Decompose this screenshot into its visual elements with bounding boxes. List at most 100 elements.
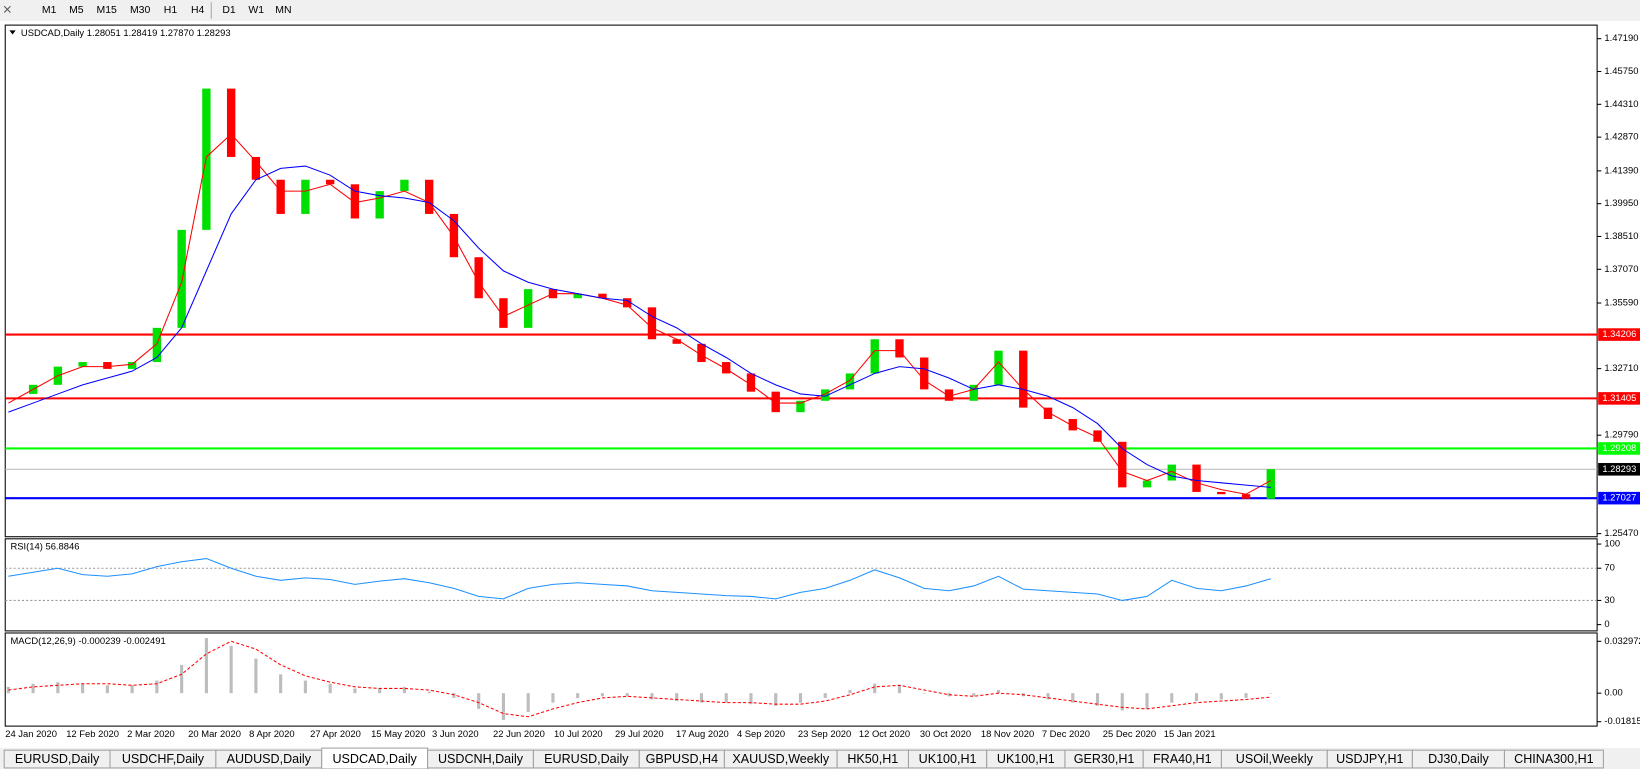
date-label: 18 Nov 2020	[981, 728, 1034, 739]
macd-bar	[81, 683, 85, 694]
candle	[920, 357, 929, 390]
candle	[895, 339, 904, 358]
macd-bar	[1219, 693, 1223, 700]
macd-bar	[650, 693, 654, 700]
tab-label[interactable]: DJ30,Daily	[1428, 752, 1489, 766]
candle	[1118, 441, 1127, 488]
timeframe-button[interactable]: H4	[191, 5, 205, 16]
candle	[103, 362, 112, 369]
candle	[796, 400, 805, 413]
tab-label[interactable]: UK100,H1	[919, 752, 977, 766]
tab-label[interactable]: XAUUSD,Weekly	[732, 752, 829, 766]
timeframe-button[interactable]: M1	[42, 5, 57, 16]
candle	[746, 373, 756, 392]
macd-bar	[501, 693, 506, 720]
macd-bar	[972, 693, 976, 697]
macd-bar	[378, 688, 382, 694]
tab-label[interactable]: USOil,Weekly	[1236, 752, 1314, 766]
candle	[647, 307, 657, 340]
macd-bar	[526, 693, 530, 713]
date-label: 2 Mar 2020	[127, 728, 175, 739]
tab-label[interactable]: GBPUSD,H4	[646, 752, 719, 766]
level-label: 1.34206	[1602, 328, 1636, 339]
candle	[524, 289, 533, 328]
candle	[845, 373, 855, 390]
date-label: 12 Feb 2020	[66, 728, 119, 739]
timeframe-button[interactable]: M5	[69, 5, 84, 16]
macd-bar	[303, 680, 307, 694]
toolbar	[0, 0, 1640, 21]
macd-bar	[279, 674, 283, 694]
tab-label[interactable]: USDCAD,Daily	[332, 752, 417, 766]
date-label: 10 Jul 2020	[554, 728, 603, 739]
tool-icon[interactable]	[3, 5, 11, 13]
timeframe-button[interactable]: D1	[222, 5, 236, 16]
candle	[177, 229, 186, 328]
macd-bar	[699, 693, 704, 703]
date-label: 24 Jan 2020	[5, 728, 57, 739]
macd-bar	[724, 693, 728, 703]
tab-label[interactable]: AUDUSD,Daily	[227, 752, 312, 766]
tab[interactable]	[1503, 749, 1604, 769]
macd-bar	[798, 693, 803, 703]
timeframe-button[interactable]: M30	[130, 5, 151, 16]
tab-label[interactable]: UK100,H1	[997, 752, 1055, 766]
y-tick-label: 1.42870	[1604, 131, 1638, 142]
tab-label[interactable]: USDCHF,Daily	[122, 752, 205, 766]
macd-bar	[6, 686, 10, 694]
macd-bar	[1145, 693, 1149, 709]
timeframe-button[interactable]: MN	[275, 5, 291, 16]
current-price-box	[1598, 463, 1640, 476]
macd-bar	[204, 638, 208, 694]
macd-bar	[328, 683, 332, 694]
tab-label[interactable]: EURUSD,Daily	[544, 752, 629, 766]
candle	[424, 179, 434, 214]
tab-label[interactable]: CHINA300,H1	[1514, 752, 1594, 766]
date-label: 30 Oct 2020	[920, 728, 971, 739]
candle	[325, 179, 335, 185]
date-label: 8 Apr 2020	[249, 728, 295, 739]
date-label: 4 Sep 2020	[737, 728, 785, 739]
macd-bar	[155, 680, 159, 694]
tab-label[interactable]: EURUSD,Daily	[15, 752, 100, 766]
macd-bar	[1071, 693, 1075, 703]
macd-bar	[229, 645, 233, 694]
candle	[226, 88, 236, 157]
date-label: 15 May 2020	[371, 728, 425, 739]
y-tick-label: 0.00	[1604, 687, 1622, 698]
candle	[449, 213, 459, 258]
level-label: 1.27027	[1602, 492, 1636, 503]
tab-label[interactable]: HK50,H1	[847, 752, 898, 766]
current-price-label: 1.28293	[1602, 463, 1636, 474]
timeframe-button[interactable]: W1	[248, 5, 264, 16]
tab-label[interactable]: FRA40,H1	[1153, 752, 1212, 766]
candle	[350, 184, 360, 219]
level-label-box	[1598, 392, 1640, 405]
candle	[672, 339, 681, 344]
menu-arrow[interactable]	[9, 30, 16, 35]
macd-bar	[675, 693, 679, 702]
macd-bar	[105, 685, 109, 694]
y-tick-label: 1.38510	[1604, 230, 1638, 241]
macd-bar	[31, 683, 35, 694]
candle	[1043, 407, 1053, 420]
macd-bar	[996, 690, 1001, 694]
date-label: 23 Sep 2020	[798, 728, 851, 739]
macd-bar	[551, 693, 555, 703]
tab-label[interactable]: USDJPY,H1	[1336, 752, 1403, 766]
candle	[1217, 491, 1226, 495]
tab-label[interactable]: USDCNH,Daily	[438, 752, 524, 766]
timeframe-button[interactable]: H1	[164, 5, 178, 16]
macd-bar	[130, 685, 134, 694]
candle	[499, 298, 508, 328]
macd-panel	[4, 632, 1598, 727]
macd-bar	[1046, 693, 1050, 700]
rsi-header: RSI(14) 56.8846	[10, 541, 79, 552]
tab-label[interactable]: GER30,H1	[1074, 752, 1135, 766]
candle	[944, 389, 954, 401]
candle	[1142, 480, 1152, 488]
candle	[1167, 464, 1176, 481]
macd-signal-line	[8, 640, 1271, 718]
timeframe-button[interactable]: M15	[97, 5, 118, 16]
macd-bar	[922, 693, 926, 694]
